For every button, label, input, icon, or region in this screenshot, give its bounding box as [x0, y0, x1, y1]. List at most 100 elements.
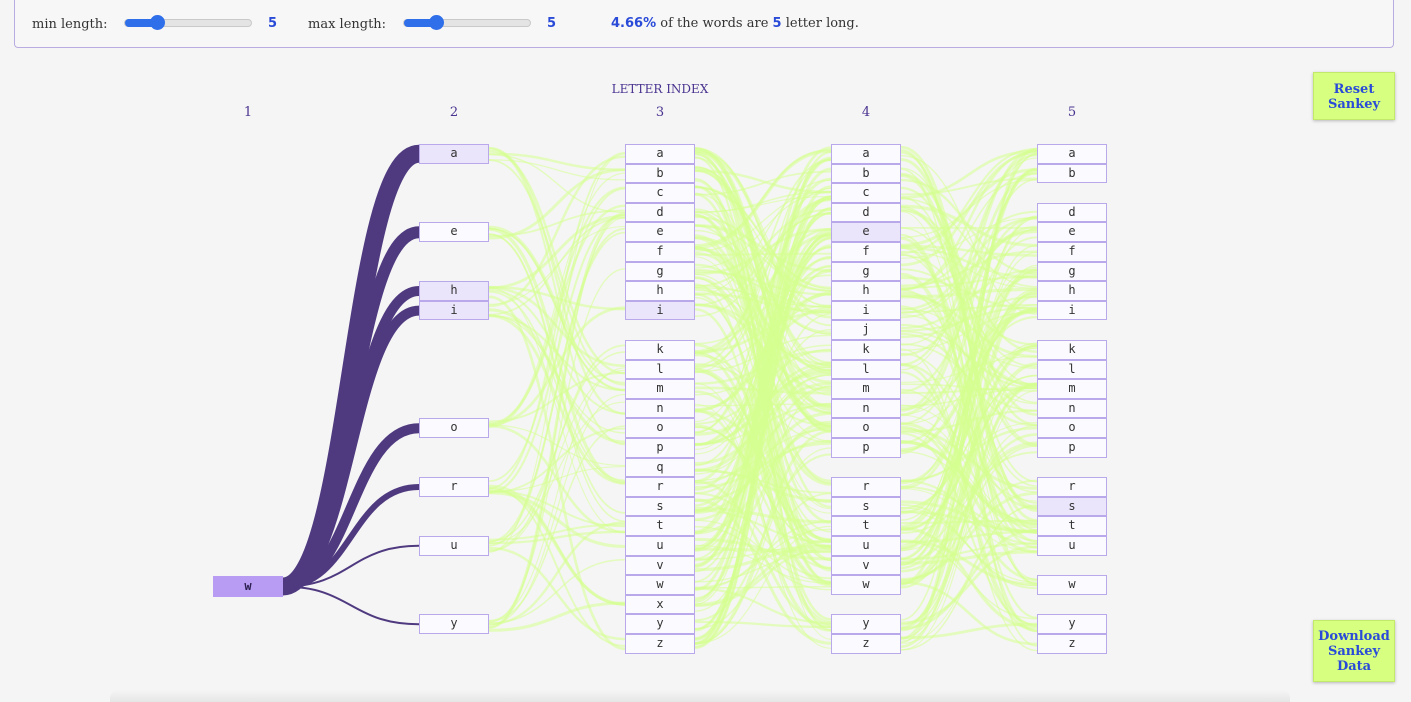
link-4-f-5-d [900, 216, 1038, 259]
node-4-k[interactable]: k [831, 340, 901, 360]
node-4-p[interactable]: p [831, 438, 901, 458]
link-4-o-5-u [900, 422, 1038, 554]
link-3-v-4-o [694, 420, 832, 562]
node-4-r[interactable]: r [831, 477, 901, 497]
min-length-slider[interactable] [124, 15, 252, 30]
node-4-s[interactable]: s [831, 496, 901, 517]
node-4-f[interactable]: f [831, 242, 901, 262]
column-label-4: 4 [861, 105, 871, 120]
node-4-o[interactable]: o [831, 418, 901, 438]
node-4-i[interactable]: i [831, 300, 901, 321]
node-3-u[interactable]: u [625, 536, 695, 556]
reset-sankey-button[interactable]: Reset Sankey [1313, 72, 1395, 120]
node-5-t[interactable]: t [1037, 516, 1107, 536]
node-2-y[interactable]: y [419, 614, 489, 634]
node-5-k[interactable]: k [1037, 340, 1107, 360]
node-4-h[interactable]: h [831, 281, 901, 301]
node-3-h[interactable]: h [625, 281, 695, 301]
node-3-n[interactable]: n [625, 398, 695, 419]
node-5-e[interactable]: e [1037, 222, 1107, 242]
node-3-x[interactable]: x [625, 594, 695, 615]
node-2-e[interactable]: e [419, 222, 489, 242]
node-3-r[interactable]: r [625, 477, 695, 497]
download-sankey-data-button[interactable]: Download Sankey Data [1313, 620, 1395, 682]
node-5-n[interactable]: n [1037, 398, 1107, 419]
node-4-v[interactable]: v [831, 555, 901, 576]
node-3-y[interactable]: y [625, 614, 695, 634]
node-5-s[interactable]: s [1037, 496, 1107, 517]
node-5-z[interactable]: z [1037, 634, 1107, 654]
node-2-h[interactable]: h [419, 281, 489, 301]
node-3-q[interactable]: q [625, 457, 695, 478]
link-4-z-5-l [900, 364, 1038, 639]
node-3-v[interactable]: v [625, 555, 695, 576]
node-4-l[interactable]: l [831, 359, 901, 380]
max-length-slider-thumb[interactable] [428, 15, 444, 30]
node-5-h[interactable]: h [1037, 281, 1107, 301]
link-3-x-4-m [694, 385, 832, 612]
node-4-t[interactable]: t [831, 516, 901, 536]
node-5-d[interactable]: d [1037, 202, 1107, 223]
node-2-r[interactable]: r [419, 477, 489, 497]
link-4-u-5-w [900, 539, 1038, 586]
node-3-p[interactable]: p [625, 438, 695, 458]
node-4-w[interactable]: w [831, 575, 901, 595]
node-3-t[interactable]: t [625, 516, 695, 536]
node-3-f[interactable]: f [625, 242, 695, 262]
node-4-b[interactable]: b [831, 163, 901, 184]
node-3-e[interactable]: e [625, 222, 695, 242]
node-3-l[interactable]: l [625, 359, 695, 380]
node-5-y[interactable]: y [1037, 614, 1107, 634]
link-4-p-5-b [900, 178, 1038, 455]
node-5-o[interactable]: o [1037, 418, 1107, 438]
node-2-u[interactable]: u [419, 536, 489, 556]
node-5-g[interactable]: g [1037, 261, 1107, 282]
node-3-i[interactable]: i [625, 300, 695, 321]
node-3-a[interactable]: a [625, 144, 695, 164]
max-length-slider[interactable] [403, 15, 531, 30]
page-bottom-shadow [110, 690, 1290, 702]
node-1-w[interactable]: w [213, 576, 283, 597]
min-length-slider-thumb[interactable] [149, 15, 165, 30]
node-5-m[interactable]: m [1037, 379, 1107, 399]
node-5-w[interactable]: w [1037, 575, 1107, 595]
node-3-d[interactable]: d [625, 202, 695, 223]
node-2-o[interactable]: o [419, 418, 489, 438]
node-3-b[interactable]: b [625, 163, 695, 184]
node-5-f[interactable]: f [1037, 242, 1107, 262]
node-5-a[interactable]: a [1037, 144, 1107, 164]
node-4-j[interactable]: j [831, 320, 901, 340]
node-4-n[interactable]: n [831, 398, 901, 419]
link-4-s-5-w [900, 503, 1038, 590]
node-4-u[interactable]: u [831, 536, 901, 556]
node-4-c[interactable]: c [831, 183, 901, 203]
node-3-c[interactable]: c [625, 183, 695, 203]
node-3-z[interactable]: z [625, 634, 695, 654]
node-3-o[interactable]: o [625, 418, 695, 438]
node-3-m[interactable]: m [625, 379, 695, 399]
node-5-b[interactable]: b [1037, 163, 1107, 184]
link-4-n-5-a [900, 148, 1038, 412]
node-5-i[interactable]: i [1037, 300, 1107, 321]
node-4-d[interactable]: d [831, 202, 901, 223]
node-4-e[interactable]: e [831, 222, 901, 242]
node-5-u[interactable]: u [1037, 536, 1107, 556]
node-5-p[interactable]: p [1037, 438, 1107, 458]
node-4-m[interactable]: m [831, 379, 901, 399]
link-3-o-4-a [694, 159, 832, 434]
node-2-a[interactable]: a [419, 144, 489, 164]
node-3-k[interactable]: k [625, 340, 695, 360]
node-3-w[interactable]: w [625, 575, 695, 595]
node-4-y[interactable]: y [831, 614, 901, 634]
node-5-l[interactable]: l [1037, 359, 1107, 380]
node-3-s[interactable]: s [625, 496, 695, 517]
link-2-y-3-d [488, 212, 626, 629]
node-4-g[interactable]: g [831, 261, 901, 282]
node-2-i[interactable]: i [419, 300, 489, 321]
node-5-r[interactable]: r [1037, 477, 1107, 497]
summary-text: of the words are [660, 16, 769, 31]
node-4-z[interactable]: z [831, 634, 901, 654]
node-3-g[interactable]: g [625, 261, 695, 282]
node-4-a[interactable]: a [831, 144, 901, 164]
